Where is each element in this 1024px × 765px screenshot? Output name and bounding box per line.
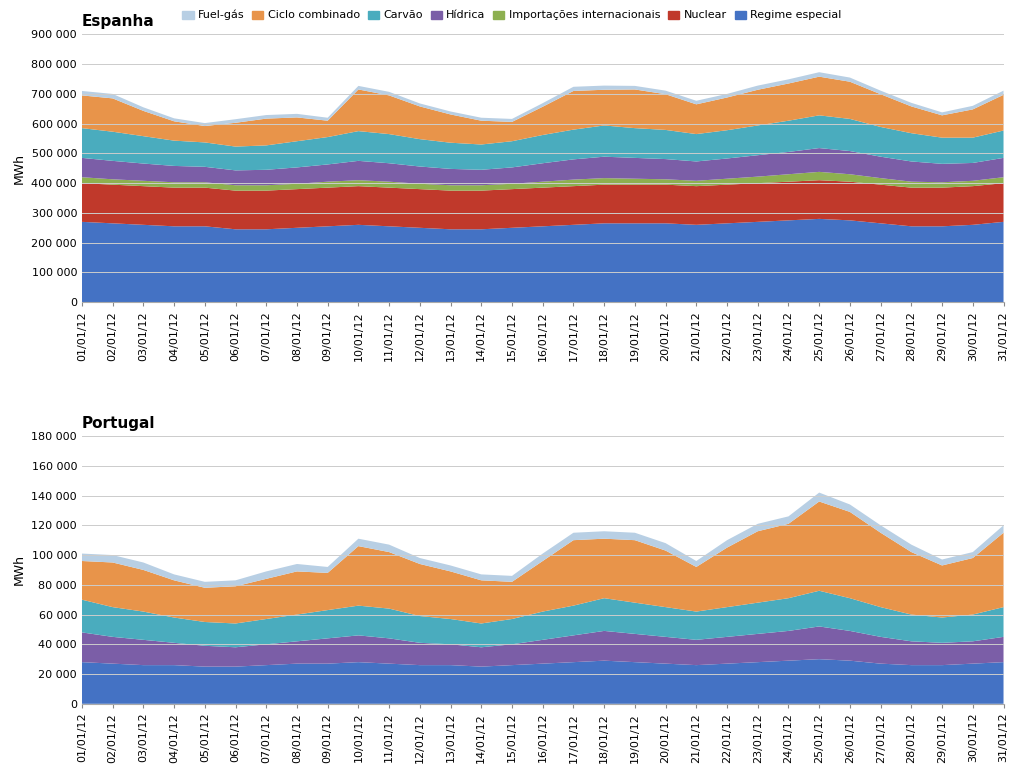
Y-axis label: MWh: MWh — [13, 153, 26, 184]
Legend: Fuel-gás, Ciclo combinado, Carvão, Hídrica, Importações internacionais, Nuclear,: Fuel-gás, Ciclo combinado, Carvão, Hídri… — [178, 5, 846, 25]
Text: Portugal: Portugal — [82, 415, 156, 431]
Y-axis label: MWh: MWh — [13, 555, 26, 585]
Text: Espanha: Espanha — [82, 14, 155, 29]
